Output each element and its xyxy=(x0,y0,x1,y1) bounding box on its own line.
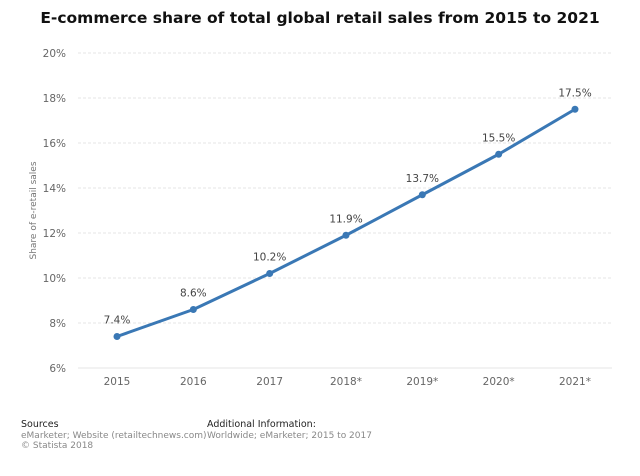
chart-title: E-commerce share of total global retail … xyxy=(40,9,600,27)
y-tick-label: 12% xyxy=(43,228,66,240)
additional-heading: Additional Information: xyxy=(207,419,316,430)
sources-text[interactable]: eMarketer; Website (retailtechnews.com) xyxy=(21,430,207,441)
data-label: 11.9% xyxy=(329,213,362,225)
footer-sources: Sources eMarketer; Website (retailtechne… xyxy=(21,419,207,452)
y-tick-label: 20% xyxy=(43,48,66,60)
line-chart: 6% 8% 10% 12% 14% 16% 18% 20% 2015 2016 2017 2018*… xyxy=(29,48,612,388)
data-point[interactable] xyxy=(189,306,197,313)
footer-additional-info: Additional Information: Worldwide; eMark… xyxy=(207,419,372,441)
data-label: 8.6% xyxy=(180,288,207,300)
y-tick-label: 14% xyxy=(43,183,66,195)
data-label: 10.2% xyxy=(253,252,286,264)
y-tick-label: 18% xyxy=(43,93,66,105)
copyright-text: © Statista 2018 xyxy=(21,441,94,451)
data-point[interactable] xyxy=(113,333,121,340)
data-label: 15.5% xyxy=(482,132,515,144)
x-tick-label: 2019* xyxy=(406,376,438,388)
data-point[interactable] xyxy=(495,150,503,158)
data-point[interactable] xyxy=(266,270,274,277)
x-tick-label: 2018* xyxy=(330,376,362,388)
x-axis-ticks: 2015 2016 2017 2018* 2019* 2020* 2021* xyxy=(104,376,591,388)
x-tick-label: 2016 xyxy=(180,376,207,388)
data-point[interactable] xyxy=(418,191,426,199)
y-tick-label: 10% xyxy=(43,273,66,285)
x-tick-label: 2017 xyxy=(256,376,283,388)
sources-heading: Sources xyxy=(21,419,59,430)
additional-text: Worldwide; eMarketer; 2015 to 2017 xyxy=(207,430,372,441)
data-label: 13.7% xyxy=(406,173,439,185)
data-label: 7.4% xyxy=(104,315,131,327)
y-tick-label: 16% xyxy=(43,138,66,150)
y-axis-label: Share of e-retail sales xyxy=(29,161,39,259)
y-axis-ticks: 6% 8% 10% 12% 14% 16% 18% 20% xyxy=(43,48,66,375)
y-tick-label: 8% xyxy=(49,318,66,330)
data-labels: 7.4% 8.6% 10.2% 11.9% 13.7% 15.5% 17.5% xyxy=(104,87,592,326)
data-label: 17.5% xyxy=(558,87,591,99)
data-points xyxy=(113,105,579,340)
x-tick-label: 2021* xyxy=(559,376,591,388)
x-tick-label: 2015 xyxy=(104,376,131,388)
y-tick-label: 6% xyxy=(49,363,66,375)
data-point[interactable] xyxy=(342,231,350,239)
data-point[interactable] xyxy=(571,105,579,113)
x-tick-label: 2020* xyxy=(483,376,515,388)
